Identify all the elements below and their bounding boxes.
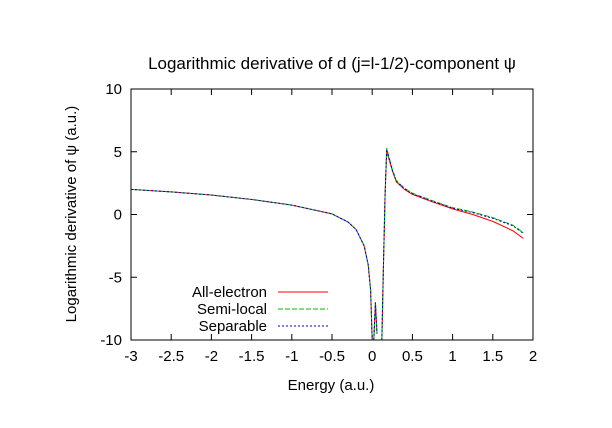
x-tick-label: 1	[448, 348, 456, 365]
series-line-separable-segment-3	[381, 149, 524, 340]
chart-title: Logarithmic derivative of d (j=l-1/2)-co…	[148, 54, 516, 73]
y-tick-label: -10	[100, 332, 122, 349]
x-axis-label: Energy (a.u.)	[288, 377, 375, 394]
y-tick-label: 0	[114, 207, 122, 224]
y-tick-label: -5	[109, 269, 122, 286]
x-tick-label: 2	[529, 348, 537, 365]
x-tick-label: -1.5	[239, 348, 265, 365]
x-tick-label: 0	[368, 348, 376, 365]
y-axis-label: Logarithmic derivative of ψ (a.u.)	[63, 106, 80, 323]
x-tick-label: -0.5	[319, 348, 345, 365]
x-tick-label: -2	[205, 348, 218, 365]
x-tick-label: -2.5	[158, 348, 184, 365]
legend-label: All-electron	[192, 284, 267, 301]
legend-label: Semi-local	[197, 301, 267, 318]
x-tick-label: 1.5	[482, 348, 503, 365]
x-tick-label: -3	[124, 348, 137, 365]
x-tick-label: -1	[285, 348, 298, 365]
series-line-all-electron-segment-3	[381, 151, 524, 340]
y-tick-label: 10	[105, 81, 122, 98]
x-tick-label: 0.5	[402, 348, 423, 365]
series-line-separable-segment-1	[131, 188, 373, 340]
legend-label: Separable	[199, 318, 267, 335]
series-line-separable-segment-2	[373, 302, 378, 340]
axis-ticks: -3 -2.5 -2 -1.5 -1 -0.5 0 0.5 1 1.5 2 -10 -5 0 5 10	[100, 81, 537, 365]
series-line-semi-local-segment-3	[381, 147, 524, 340]
y-tick-label: 5	[114, 144, 122, 161]
series-layer	[131, 147, 524, 340]
